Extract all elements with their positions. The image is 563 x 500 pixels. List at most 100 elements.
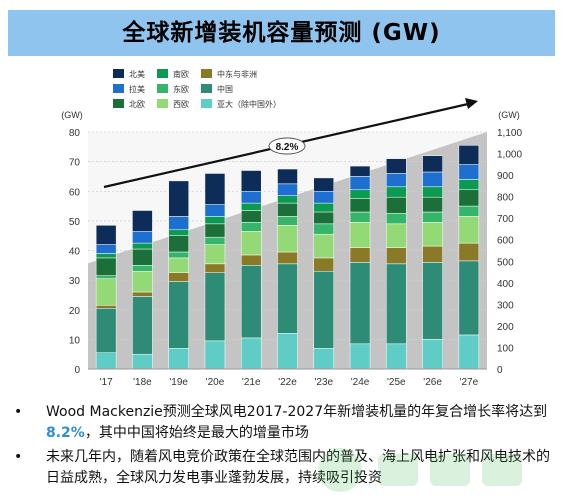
legend-label: 东欧	[173, 84, 189, 94]
y-left-tick-label: 70	[69, 158, 81, 169]
y-right-tick-label: 100	[497, 343, 514, 354]
legend-swatch	[157, 84, 168, 93]
bullet-highlight: 8.2%	[46, 425, 85, 441]
bar-segment	[458, 242, 480, 262]
y-left-axis-label: (GW)	[61, 110, 83, 120]
legend-label: 北美	[129, 69, 145, 79]
y-left-tick-label: 50	[69, 217, 81, 228]
legend-swatch	[113, 84, 124, 93]
bar-segment	[204, 236, 226, 245]
legend-swatch	[201, 99, 212, 108]
bar-segment	[386, 213, 407, 225]
bar-segment	[422, 262, 443, 340]
bar-segment	[132, 353, 153, 370]
bar-segment	[349, 189, 371, 199]
bar-segment	[422, 211, 443, 223]
bar-segment	[313, 191, 335, 204]
y-right-tick-label: 700	[497, 214, 514, 225]
bar-segment	[204, 263, 226, 273]
bar-segment	[349, 222, 371, 248]
bar-segment	[422, 222, 443, 247]
bar-segment	[240, 337, 262, 370]
bar-segment	[95, 308, 117, 353]
bar-segment	[422, 171, 443, 188]
bar-segment	[95, 275, 117, 279]
x-tick-label: '18e	[133, 377, 152, 388]
x-tick-label: '19e	[169, 377, 188, 388]
bar-segment	[204, 223, 226, 238]
y-right-tick-label: 400	[497, 279, 514, 290]
bar-segment	[386, 158, 407, 174]
bar-segment	[349, 262, 371, 345]
bar-segment	[168, 180, 189, 217]
bar-segment	[349, 176, 371, 191]
y-right-tick-label: 600	[497, 236, 514, 247]
bar-segment	[240, 254, 262, 266]
bullet-text: Wood Mackenzie预测全球风电2017-2027年新增装机量的年复合增…	[46, 404, 548, 420]
bar-segment	[168, 257, 189, 273]
bar-segment	[277, 183, 298, 196]
bar-segment	[277, 263, 298, 334]
bar-segment	[313, 348, 335, 370]
legend-label: 中国	[217, 84, 233, 94]
legend-label: 拉美	[129, 84, 145, 94]
bar-segment	[277, 225, 298, 253]
x-tick-label: '20e	[206, 377, 225, 388]
bar-segment	[95, 305, 117, 309]
title-banner: 全球新增装机容量预测 (GW)	[8, 10, 555, 56]
bar-segment	[95, 278, 117, 306]
bar-segment	[240, 202, 262, 211]
bar-segment	[204, 244, 226, 265]
legend-label: 中东与非洲	[217, 69, 257, 79]
bar-segment	[349, 198, 371, 213]
bar-segment	[422, 245, 443, 263]
bar-segment	[313, 257, 335, 272]
legend-swatch	[201, 84, 212, 93]
bar-segment	[240, 210, 262, 223]
bar-segment	[313, 270, 335, 349]
bar-segment	[168, 272, 189, 282]
x-tick-label: '23e	[314, 377, 333, 388]
bar-segment	[313, 177, 335, 192]
bar-segment	[458, 179, 480, 191]
bullet-list: • Wood Mackenzie预测全球风电2017-2027年新增装机量的年复…	[14, 402, 554, 492]
bar-segment	[458, 334, 480, 370]
bar-segment	[313, 211, 335, 225]
bar-segment	[458, 260, 480, 336]
bar-segment	[132, 296, 153, 355]
bullet-item: • Wood Mackenzie预测全球风电2017-2027年新增装机量的年复…	[14, 402, 554, 444]
legend-swatch	[113, 69, 124, 78]
y-left-tick-label: 80	[69, 128, 81, 139]
bar-segment	[132, 270, 153, 293]
x-tick-label: '26e	[423, 377, 442, 388]
bar-segment	[277, 216, 298, 226]
bullet-text: 未来几年内，随着风电竞价政策在全球范围内的普及、海上风电扩张和风电技术的日益成熟…	[46, 449, 550, 486]
bar-segment	[277, 202, 298, 217]
bar-segment	[349, 247, 371, 263]
y-right-tick-label: 800	[497, 193, 514, 204]
bar-segment	[277, 168, 298, 185]
bar-segment	[168, 251, 189, 259]
bar-segment	[132, 230, 153, 244]
x-tick-label: '21e	[242, 377, 261, 388]
y-right-tick-label: 500	[497, 257, 514, 268]
bar-segment	[386, 343, 407, 370]
legend-swatch	[157, 69, 168, 78]
bar-segment	[277, 333, 298, 370]
bar-segment	[386, 263, 407, 345]
y-right-axis-label: (GW)	[498, 110, 520, 120]
bar-segment	[168, 281, 189, 349]
bar-segment	[95, 352, 117, 370]
x-tick-label: '24e	[351, 377, 370, 388]
bar-segment	[349, 165, 371, 177]
y-left-tick-label: 30	[69, 276, 81, 287]
bar-segment	[132, 210, 153, 232]
bullet-dot: •	[14, 404, 23, 420]
bar-segment	[277, 251, 298, 265]
bullet-dot: •	[14, 449, 23, 465]
x-tick-label: '17	[100, 377, 113, 388]
bar-segment	[240, 265, 262, 339]
legend-label: 南欧	[173, 69, 189, 79]
bar-segment	[204, 340, 226, 370]
bar-segment	[458, 216, 480, 244]
